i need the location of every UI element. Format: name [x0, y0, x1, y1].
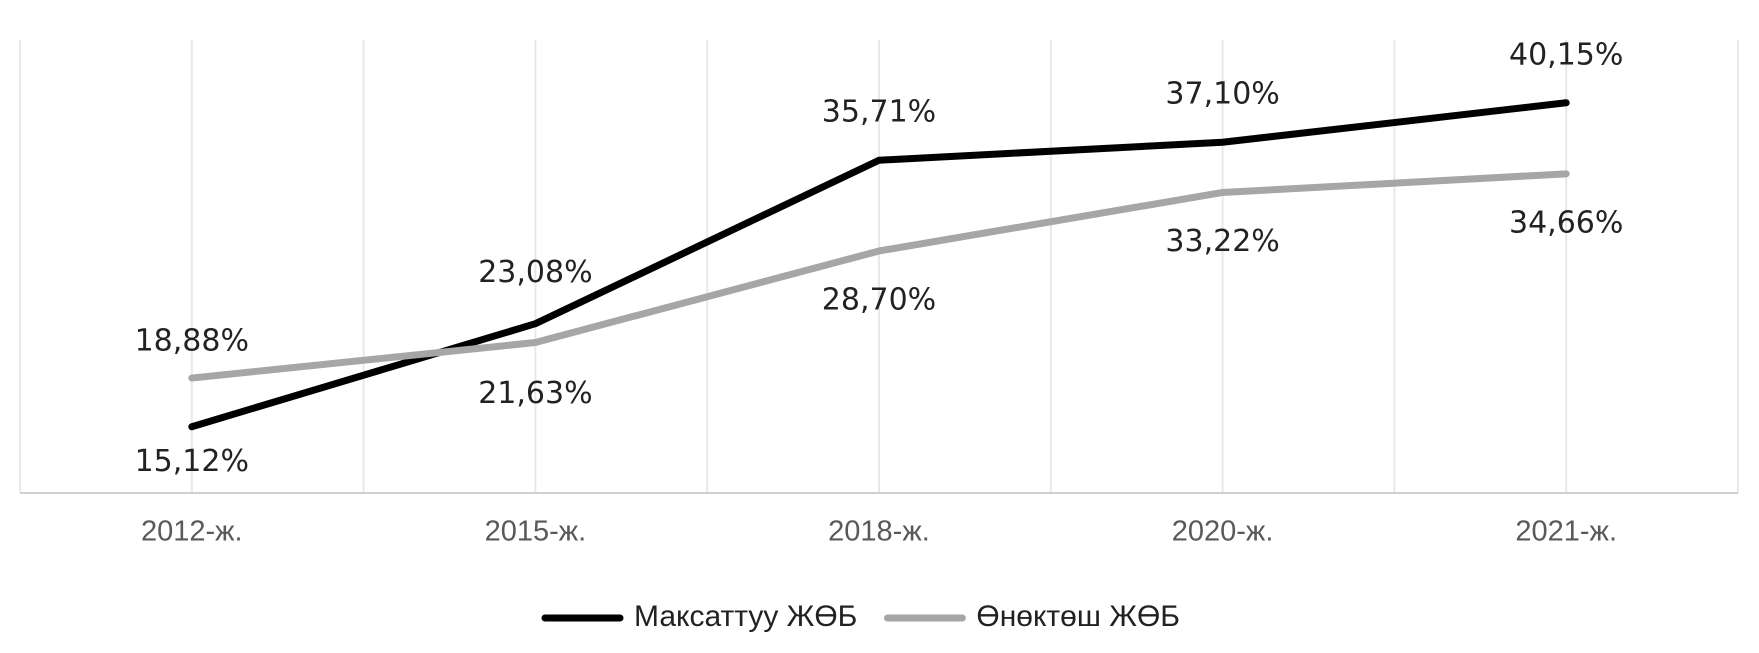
- x-tick-label: 2015-ж.: [485, 516, 587, 548]
- data-label: 28,70%: [822, 282, 936, 317]
- legend-label: Өнөктөш ЖӨБ: [976, 600, 1180, 633]
- data-label: 37,10%: [1165, 77, 1279, 112]
- data-label: 34,66%: [1509, 205, 1623, 240]
- data-label: 21,63%: [478, 376, 592, 411]
- legend-label: Максаттуу ЖӨБ: [634, 600, 857, 633]
- x-tick-label: 2021-ж.: [1515, 516, 1617, 548]
- data-label: 18,88%: [135, 324, 249, 359]
- x-tick-label: 2018-ж.: [828, 516, 930, 548]
- data-label: 15,12%: [135, 444, 249, 479]
- line-series: [188, 170, 1570, 382]
- data-label: 33,22%: [1165, 224, 1279, 259]
- data-label: 40,15%: [1509, 37, 1623, 72]
- data-label: 23,08%: [478, 255, 592, 290]
- data-label: 35,71%: [822, 95, 936, 130]
- x-tick-label: 2012-ж.: [141, 516, 243, 548]
- line-series: [188, 99, 1570, 431]
- x-tick-label: 2020-ж.: [1172, 516, 1274, 548]
